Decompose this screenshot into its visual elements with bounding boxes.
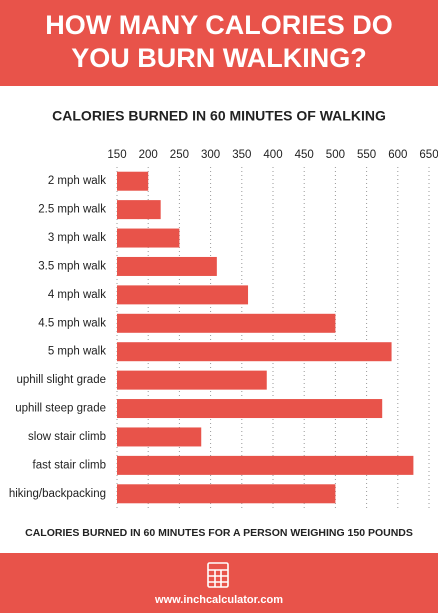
bar bbox=[117, 342, 392, 362]
x-tick-label: 650 bbox=[419, 149, 438, 161]
x-tick-label: 550 bbox=[357, 149, 376, 161]
bar bbox=[117, 399, 383, 419]
bar bbox=[117, 455, 414, 475]
y-tick-label: slow stair climb bbox=[28, 431, 106, 443]
y-tick-label: 2 mph walk bbox=[48, 175, 106, 187]
bar bbox=[117, 313, 336, 333]
bar bbox=[117, 370, 267, 390]
y-tick-label: 4 mph walk bbox=[48, 289, 106, 301]
y-tick-label: 2.5 mph walk bbox=[38, 204, 106, 216]
x-tick-label: 200 bbox=[139, 149, 158, 161]
x-tick-label: 300 bbox=[201, 149, 220, 161]
x-tick-label: 250 bbox=[170, 149, 189, 161]
bar bbox=[117, 427, 202, 447]
header-title: HOW MANY CALORIES DO bbox=[45, 10, 393, 40]
y-tick-label: hiking/backpacking bbox=[9, 488, 106, 500]
bar bbox=[117, 228, 180, 248]
bar bbox=[117, 484, 336, 504]
chart-note: CALORIES BURNED IN 60 MINUTES FOR A PERS… bbox=[25, 527, 413, 539]
bar bbox=[117, 200, 161, 220]
footer-url[interactable]: www.inchcalculator.com bbox=[154, 594, 283, 606]
bar bbox=[117, 285, 249, 305]
x-tick-label: 350 bbox=[232, 149, 251, 161]
y-tick-label: 3.5 mph walk bbox=[38, 260, 106, 272]
bar bbox=[117, 256, 217, 276]
header-title: YOU BURN WALKING? bbox=[71, 43, 366, 73]
header-band bbox=[0, 0, 438, 86]
y-tick-label: 5 mph walk bbox=[48, 346, 106, 358]
x-tick-label: 450 bbox=[295, 149, 314, 161]
y-tick-label: 3 mph walk bbox=[48, 232, 106, 244]
calculator-icon bbox=[207, 562, 229, 588]
x-tick-label: 400 bbox=[263, 149, 282, 161]
bar bbox=[117, 171, 149, 191]
x-tick-label: 500 bbox=[326, 149, 345, 161]
y-tick-label: 4.5 mph walk bbox=[38, 317, 106, 329]
x-tick-label: 150 bbox=[107, 149, 126, 161]
y-tick-label: fast stair climb bbox=[33, 459, 107, 471]
y-tick-label: uphill slight grade bbox=[16, 374, 106, 386]
chart-title: CALORIES BURNED IN 60 MINUTES OF WALKING bbox=[52, 108, 386, 124]
y-tick-label: uphill steep grade bbox=[15, 403, 106, 415]
x-tick-label: 600 bbox=[388, 149, 407, 161]
